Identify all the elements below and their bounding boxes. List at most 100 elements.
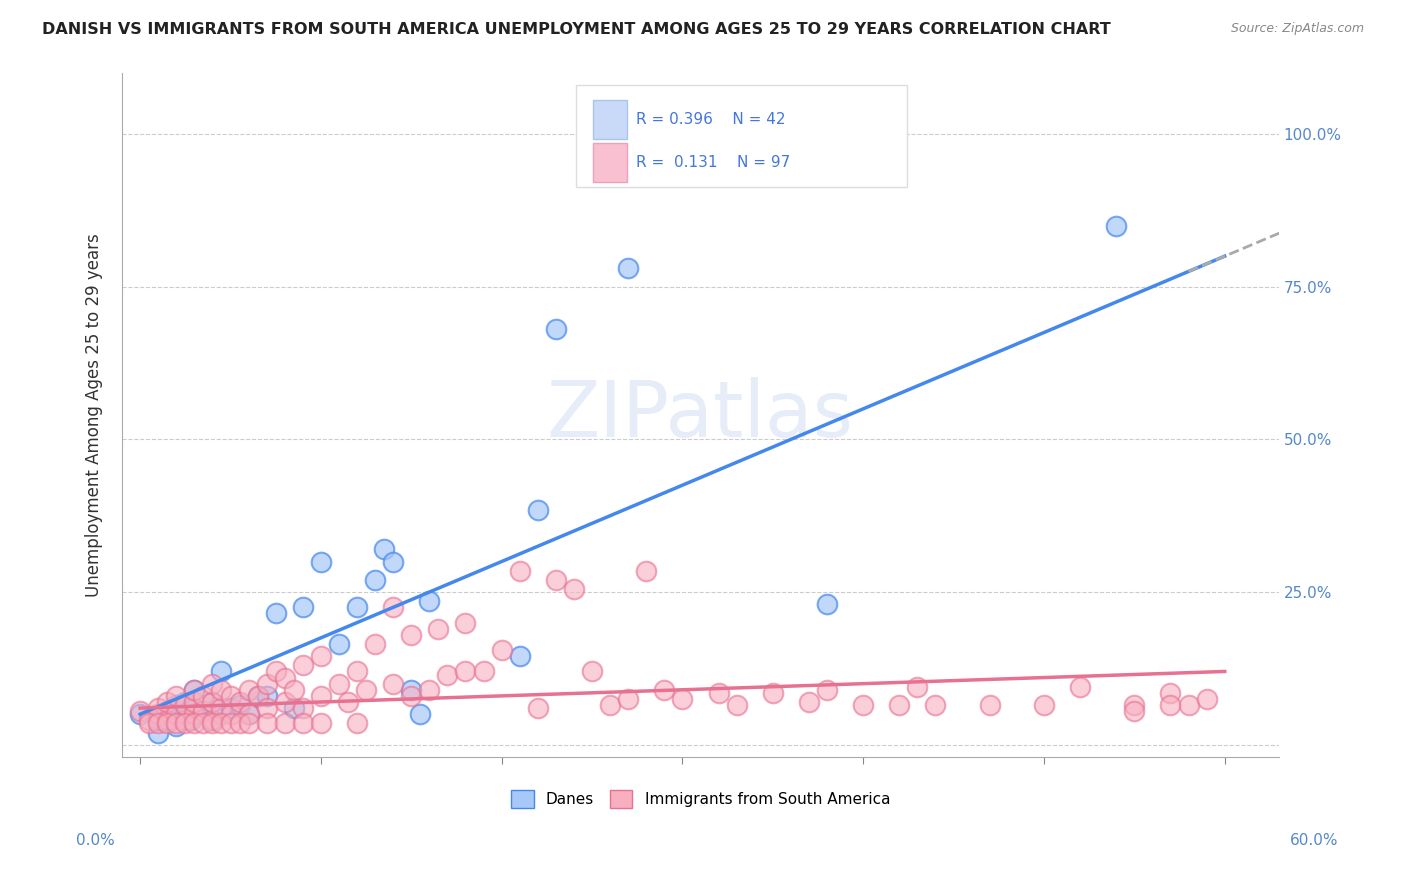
Point [201,695,224,709]
Point [762,686,785,700]
Point [174,698,197,712]
Point [238,682,260,697]
Legend: Danes, Immigrants from South America: Danes, Immigrants from South America [505,783,896,814]
Point [156,716,179,731]
Point [924,698,946,712]
Point [617,692,640,706]
Point [337,695,360,709]
Point [238,716,260,731]
Point [427,622,450,636]
Point [165,698,187,712]
Text: R =  0.131    N = 97: R = 0.131 N = 97 [636,154,790,169]
Point [454,665,477,679]
Point [219,689,242,703]
Point [201,676,224,690]
Point [211,682,233,697]
Point [905,680,928,694]
Point [797,695,820,709]
Point [354,682,377,697]
Point [183,707,205,722]
Point [138,714,160,728]
Point [1159,686,1181,700]
Point [211,707,233,722]
Point [291,701,314,715]
Point [418,594,440,608]
Text: Source: ZipAtlas.com: Source: ZipAtlas.com [1230,22,1364,36]
Point [599,698,621,712]
Point [201,714,224,728]
Point [219,707,242,722]
Point [246,689,269,703]
Point [246,689,269,703]
Point [264,665,287,679]
Point [291,716,314,731]
Point [382,555,405,569]
Point [201,695,224,709]
Point [346,600,368,615]
Point [852,698,875,712]
Point [211,716,233,731]
Point [979,698,1001,712]
Point [219,716,242,731]
Point [544,573,567,587]
Point [309,689,332,703]
Point [201,716,224,731]
Point [129,707,152,722]
Point [183,682,205,697]
Point [193,689,215,703]
Point [256,676,278,690]
Point [509,649,531,664]
Point [211,701,233,715]
Point [238,707,260,722]
Point [671,692,693,706]
Point [156,704,179,718]
Point [264,607,287,621]
Point [707,686,730,700]
Point [725,698,748,712]
Point [165,689,187,703]
Point [283,682,305,697]
Text: 60.0%: 60.0% [1291,833,1339,847]
Point [815,682,838,697]
Text: ZIPatlas: ZIPatlas [547,377,853,453]
Point [274,671,297,685]
Point [165,719,187,733]
Point [165,707,187,722]
Point [1177,698,1199,712]
Point [129,704,152,718]
Point [1123,704,1146,718]
Point [211,665,233,679]
Point [201,714,224,728]
Point [156,695,179,709]
Point [309,555,332,569]
Point [1032,698,1054,712]
Point [654,682,676,697]
Point [183,682,205,697]
Point [183,716,205,731]
Point [373,542,395,557]
Point [401,628,423,642]
Point [138,716,160,731]
Point [309,649,332,664]
Point [291,658,314,673]
Point [283,701,305,715]
Point [364,573,387,587]
Point [193,704,215,718]
Point [662,120,685,135]
Point [617,261,640,276]
Point [148,716,170,731]
Point [183,695,205,709]
Point [156,714,179,728]
Point [174,695,197,709]
Point [527,502,550,516]
Point [636,127,658,141]
Point [346,716,368,731]
Point [454,615,477,630]
Point [509,564,531,578]
Point [291,600,314,615]
Point [671,120,693,135]
Point [364,637,387,651]
Point [193,704,215,718]
Point [401,682,423,697]
Point [636,564,658,578]
